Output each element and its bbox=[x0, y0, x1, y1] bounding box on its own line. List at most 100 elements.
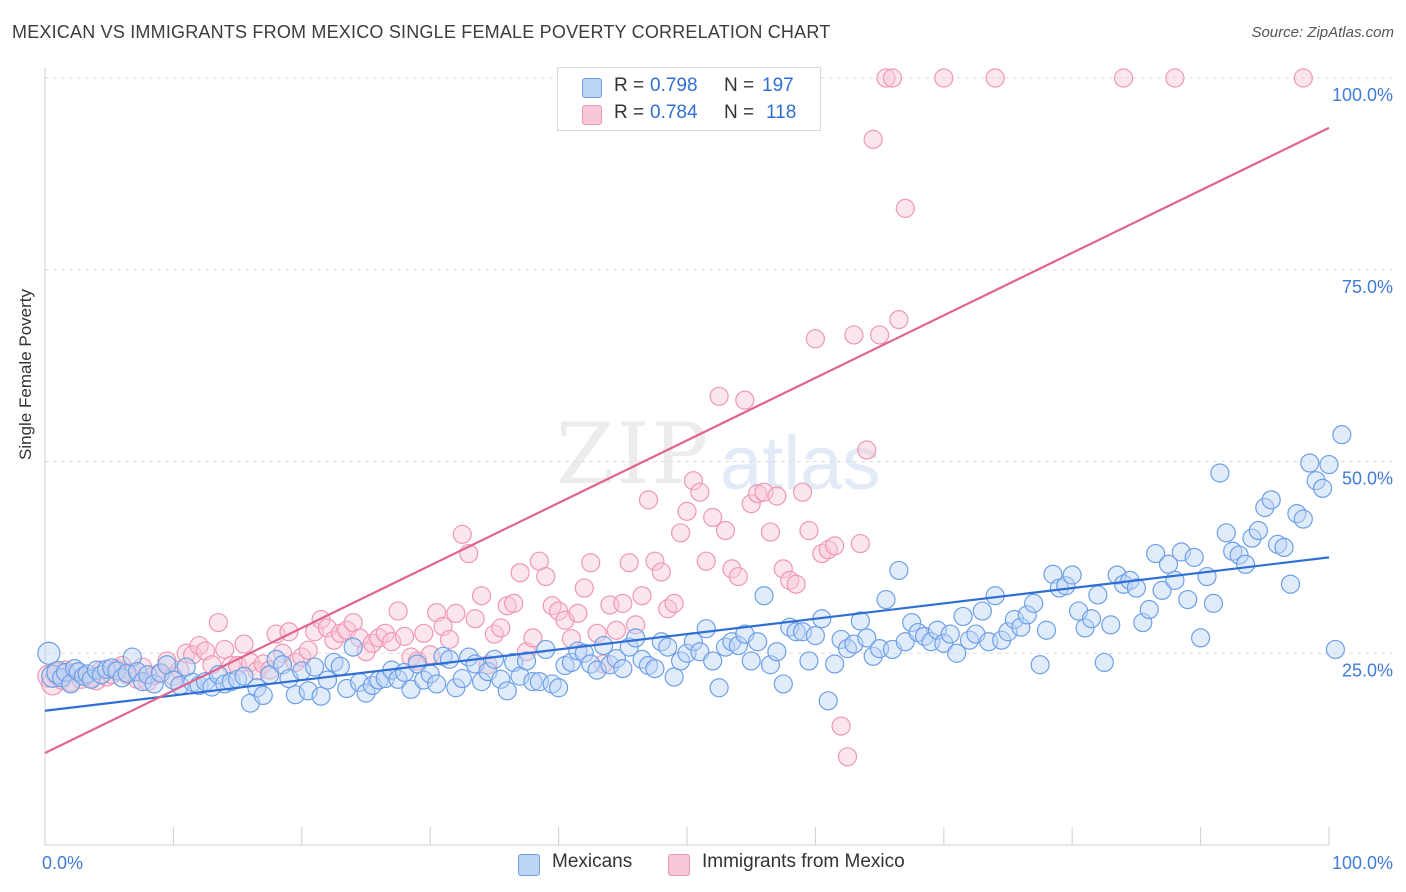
data-point bbox=[934, 68, 954, 88]
data-point bbox=[658, 599, 678, 619]
data-point bbox=[465, 609, 485, 629]
chart-title: MEXICAN VS IMMIGRANTS FROM MEXICO SINGLE… bbox=[12, 22, 831, 42]
data-point bbox=[805, 329, 826, 349]
data-point bbox=[1004, 609, 1025, 630]
series-mexicans-points bbox=[37, 425, 1352, 713]
data-point bbox=[1024, 593, 1044, 613]
data-point bbox=[1280, 574, 1301, 594]
data-point bbox=[311, 686, 331, 706]
data-point bbox=[1062, 565, 1082, 585]
data-point bbox=[1030, 655, 1050, 675]
data-point bbox=[972, 601, 992, 621]
data-point bbox=[670, 523, 691, 543]
data-point bbox=[215, 639, 235, 660]
legend-r-label: R = bbox=[614, 75, 645, 96]
watermark-atlas: atlas bbox=[720, 421, 881, 506]
data-point bbox=[1036, 620, 1057, 640]
data-point bbox=[1011, 617, 1031, 637]
data-point bbox=[234, 634, 254, 654]
data-point bbox=[709, 678, 729, 698]
data-point bbox=[1203, 593, 1224, 613]
data-point bbox=[805, 626, 826, 646]
data-point bbox=[574, 578, 594, 598]
legend-n-label: N = bbox=[724, 75, 755, 96]
data-point bbox=[638, 490, 659, 510]
data-point bbox=[895, 198, 915, 218]
data-point bbox=[696, 619, 716, 639]
data-point bbox=[343, 637, 363, 657]
data-point bbox=[208, 612, 228, 633]
data-point bbox=[818, 691, 838, 711]
data-point bbox=[728, 566, 748, 587]
data-point bbox=[388, 601, 408, 621]
data-point bbox=[144, 674, 164, 694]
data-point bbox=[857, 628, 877, 648]
data-point bbox=[985, 68, 1005, 88]
data-point bbox=[748, 484, 768, 504]
data-point bbox=[317, 670, 338, 690]
data-point bbox=[1325, 639, 1346, 660]
data-point bbox=[491, 669, 511, 689]
data-point bbox=[1332, 425, 1352, 445]
data-point bbox=[568, 603, 588, 623]
y-tick-label: 100.0% bbox=[1332, 85, 1393, 105]
data-point bbox=[189, 635, 209, 656]
data-point bbox=[1139, 599, 1159, 620]
data-point bbox=[606, 649, 626, 669]
data-point bbox=[504, 593, 524, 613]
axes bbox=[44, 68, 1330, 846]
data-point bbox=[940, 624, 960, 644]
y-tick-label: 50.0% bbox=[1342, 469, 1393, 489]
data-point bbox=[1184, 547, 1204, 567]
data-point bbox=[786, 622, 806, 642]
data-point bbox=[1287, 504, 1307, 524]
data-point bbox=[645, 551, 665, 571]
data-point bbox=[587, 623, 607, 643]
data-point bbox=[606, 620, 626, 640]
data-point bbox=[471, 672, 492, 692]
data-point bbox=[574, 643, 594, 663]
data-point bbox=[497, 681, 517, 701]
data-point bbox=[305, 657, 325, 677]
x-tick-label: 100.0% bbox=[1332, 853, 1393, 873]
data-point bbox=[253, 685, 273, 706]
data-point bbox=[587, 660, 607, 680]
data-point bbox=[792, 482, 813, 502]
data-point bbox=[709, 386, 729, 406]
data-point bbox=[1293, 509, 1313, 529]
legend-r-value: 0.784 bbox=[650, 102, 698, 123]
data-point bbox=[330, 656, 350, 676]
data-point bbox=[825, 536, 845, 556]
data-point bbox=[1146, 543, 1166, 564]
data-point bbox=[760, 522, 781, 542]
data-point bbox=[1210, 463, 1230, 483]
legend-swatch-blue bbox=[582, 78, 602, 98]
data-point bbox=[1017, 605, 1037, 625]
legend-label-mexicans: Mexicans bbox=[552, 851, 633, 872]
data-point bbox=[889, 310, 909, 330]
data-point bbox=[1126, 578, 1147, 598]
legend-n-label: N = bbox=[724, 102, 755, 123]
data-point bbox=[728, 635, 748, 656]
data-point bbox=[703, 507, 723, 528]
data-point bbox=[452, 524, 472, 544]
data-point bbox=[1171, 542, 1191, 562]
data-point bbox=[523, 628, 543, 648]
data-point bbox=[439, 649, 460, 669]
legend-swatch-blue bbox=[518, 854, 540, 876]
data-point bbox=[882, 68, 903, 88]
data-point bbox=[536, 566, 556, 587]
data-point bbox=[510, 563, 530, 583]
data-point bbox=[1306, 471, 1326, 491]
data-point bbox=[619, 553, 639, 573]
data-point bbox=[799, 651, 819, 671]
data-point bbox=[792, 622, 813, 642]
data-point bbox=[626, 628, 646, 648]
data-point bbox=[446, 603, 466, 623]
data-point bbox=[632, 586, 652, 606]
data-point bbox=[1165, 68, 1185, 88]
data-point bbox=[298, 681, 318, 701]
data-point bbox=[471, 586, 492, 606]
data-point bbox=[651, 562, 671, 582]
legend-swatch-pink bbox=[668, 854, 690, 876]
